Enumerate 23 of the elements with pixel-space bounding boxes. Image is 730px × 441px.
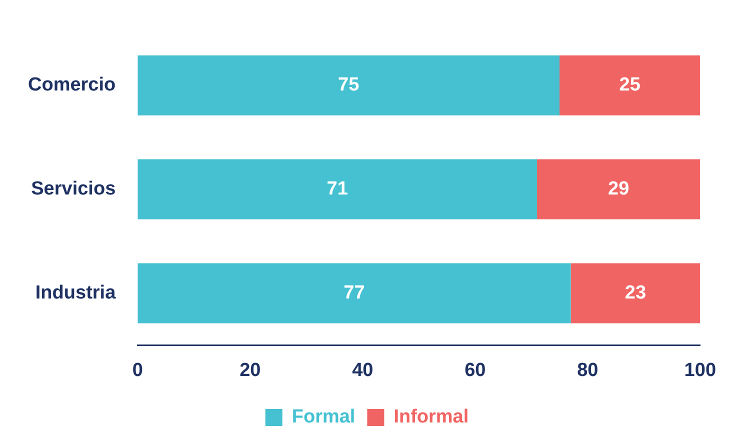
data-label: 29	[608, 178, 630, 200]
bar	[138, 55, 560, 116]
bar	[560, 55, 700, 116]
legend-label: Formal	[292, 406, 356, 428]
y-tick-label: Servicios	[31, 178, 116, 200]
bar	[570, 263, 700, 324]
y-tick-label: Comercio	[28, 74, 116, 96]
x-tick-label: 80	[577, 360, 598, 381]
x-tick-label: 60	[464, 360, 486, 381]
x-tick-label: 0	[132, 360, 143, 381]
x-tick-label: 100	[684, 360, 716, 381]
x-tick-label: 20	[240, 360, 261, 381]
y-tick-label: Industria	[35, 282, 116, 304]
x-tick-label: 40	[352, 360, 374, 381]
data-label: 23	[624, 282, 646, 304]
bar	[138, 263, 571, 324]
legend-label: Informal	[394, 406, 469, 428]
data-label: 25	[619, 74, 641, 96]
bar	[537, 159, 700, 220]
bar	[138, 159, 538, 220]
data-label: 77	[344, 282, 365, 304]
data-label: 75	[338, 74, 360, 96]
data-label: 71	[326, 178, 348, 200]
